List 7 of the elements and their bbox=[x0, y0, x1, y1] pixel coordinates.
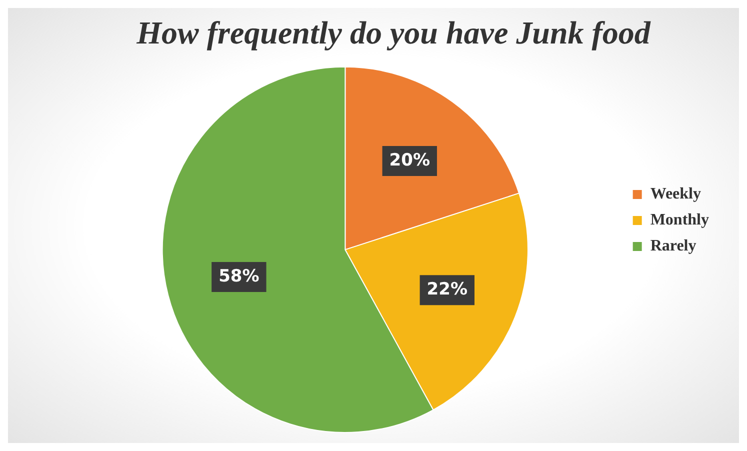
chart-title: How frequently do you have Junk food bbox=[136, 14, 652, 50]
legend-label: Weekly bbox=[650, 186, 701, 203]
data-label: 20% bbox=[389, 150, 430, 170]
legend-label: Monthly bbox=[650, 212, 709, 229]
legend-label: Rarely bbox=[650, 238, 696, 255]
data-label: 58% bbox=[218, 266, 260, 286]
data-label: 22% bbox=[426, 280, 468, 300]
